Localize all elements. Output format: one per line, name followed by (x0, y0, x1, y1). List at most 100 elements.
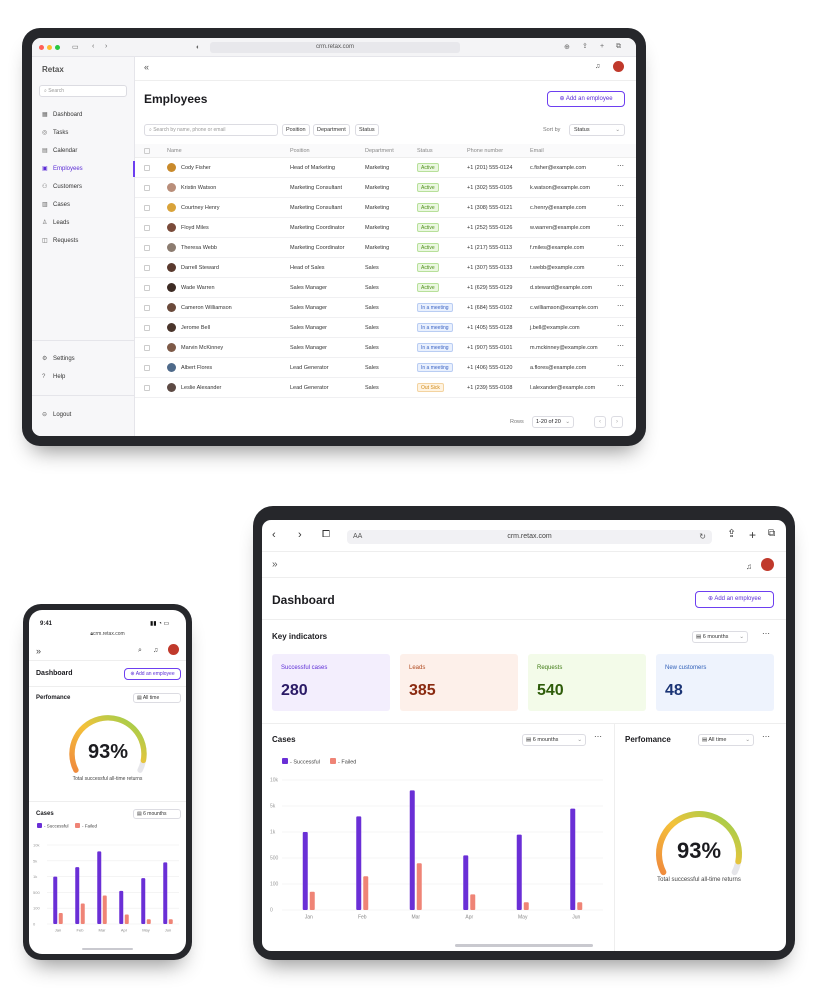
address-bar[interactable]: crm.retax.com (210, 42, 460, 53)
more-icon[interactable]: ⋯ (617, 163, 624, 170)
minimize-window-icon[interactable] (47, 45, 52, 50)
more-icon[interactable]: ⋯ (617, 303, 624, 310)
filter-status[interactable]: Status (355, 124, 379, 136)
column-header[interactable]: Email (530, 148, 544, 154)
cases-period-select[interactable]: ▤ 6 mounths ⌄ (522, 734, 586, 746)
search-icon[interactable]: ⌕ (138, 647, 142, 654)
table-row[interactable]: Theresa Webb Marketing Coordinator Marketi… (135, 238, 636, 258)
book-icon[interactable]: ⧠ (322, 529, 330, 540)
filter-department[interactable]: Department (313, 124, 350, 136)
nav-employees[interactable]: ▣ Employees (42, 163, 83, 175)
nav-cases[interactable]: ▥ Cases (42, 199, 70, 211)
nav-calendar[interactable]: ▤ Calendar (42, 145, 77, 157)
text-size-icon[interactable]: AA (353, 533, 363, 540)
column-header[interactable]: Phone number (467, 148, 504, 154)
share-icon[interactable]: ⇪ (582, 43, 588, 50)
row-checkbox[interactable] (144, 165, 150, 171)
table-row[interactable]: Darrell Steward Head of Sales Sales Active +… (135, 258, 636, 278)
table-row[interactable]: Kristin Watson Marketing Consultant Market… (135, 178, 636, 198)
sort-select[interactable]: Status ⌄ (569, 124, 625, 136)
more-icon[interactable]: ⋯ (617, 183, 624, 190)
row-checkbox[interactable] (144, 245, 150, 251)
share-icon[interactable]: ⇪ (727, 528, 737, 540)
table-row[interactable]: Cody Fisher Head of Marketing Marketing Act… (135, 158, 636, 178)
column-header[interactable]: Status (417, 148, 433, 154)
row-checkbox[interactable] (144, 305, 150, 311)
row-checkbox[interactable] (144, 185, 150, 191)
sidebar-search-input[interactable]: ⌕ Search (39, 85, 127, 97)
table-row[interactable]: Marvin McKinney Sales Manager Sales In a me… (135, 338, 636, 358)
nav-tasks[interactable]: ◎ Tasks (42, 127, 68, 139)
collapse-sidebar-icon[interactable]: « (144, 62, 150, 72)
back-icon[interactable]: ‹ (92, 43, 95, 50)
new-tab-icon[interactable]: + (600, 43, 605, 50)
row-checkbox[interactable] (144, 365, 150, 371)
sidebar-toggle-icon[interactable]: ▭ (72, 44, 79, 51)
table-row[interactable]: Cameron Williamson Sales Manager Sales In a… (135, 298, 636, 318)
row-checkbox[interactable] (144, 265, 150, 271)
new-tab-icon[interactable]: + (749, 528, 757, 542)
column-header[interactable]: Name (167, 148, 182, 154)
avatar[interactable] (761, 558, 774, 571)
row-checkbox[interactable] (144, 225, 150, 231)
performance-period-select[interactable]: ▤ All time ⌄ (698, 734, 754, 746)
nav-dashboard[interactable]: ▦ Dashboard (42, 109, 82, 121)
row-checkbox[interactable] (144, 345, 150, 351)
nav-settings[interactable]: ⚙ Settings (42, 353, 75, 365)
more-icon[interactable]: ⋯ (617, 363, 624, 370)
more-icon[interactable]: ⋯ (594, 732, 602, 741)
cases-period-select[interactable]: ▤ 6 mounths (133, 809, 181, 819)
add-employee-button[interactable]: ⊕ Add an employee (124, 668, 181, 680)
more-icon[interactable]: ⋯ (617, 383, 624, 390)
nav-leads[interactable]: ♙ Leads (42, 217, 69, 229)
address-bar[interactable]: 🔒︎crm.retax.com (29, 631, 186, 637)
rows-select[interactable]: 1-20 of 20 ⌄ (532, 416, 574, 428)
forward-icon[interactable]: › (298, 529, 302, 541)
maximize-window-icon[interactable] (55, 45, 60, 50)
close-window-icon[interactable] (39, 45, 44, 50)
more-icon[interactable]: ⋯ (762, 629, 770, 638)
nav-customers[interactable]: ⚇ Customers (42, 181, 82, 193)
table-row[interactable]: Leslie Alexander Lead Generator Sales Out S… (135, 378, 636, 398)
tabs-icon[interactable]: ⧉ (768, 528, 776, 539)
avatar[interactable] (613, 61, 624, 72)
row-checkbox[interactable] (144, 205, 150, 211)
select-all-checkbox[interactable] (144, 148, 150, 154)
add-employee-button[interactable]: ⊕ Add an employee (547, 91, 625, 107)
more-icon[interactable]: ⋯ (617, 283, 624, 290)
more-icon[interactable]: ⋯ (762, 732, 770, 741)
more-icon[interactable]: ⋯ (617, 243, 624, 250)
more-icon[interactable]: ⋯ (617, 323, 624, 330)
performance-period-select[interactable]: ▤ All time (133, 693, 181, 703)
add-employee-button[interactable]: ⊕ Add an employee (695, 591, 774, 608)
row-checkbox[interactable] (144, 385, 150, 391)
expand-sidebar-icon[interactable]: » (272, 559, 278, 570)
back-icon[interactable]: ‹ (272, 529, 276, 541)
table-row[interactable]: Jerome Bell Sales Manager Sales In a meetin… (135, 318, 636, 338)
next-page-button[interactable]: › (611, 416, 623, 428)
more-icon[interactable]: ⋯ (617, 223, 624, 230)
nav-help[interactable]: ? Help (42, 371, 65, 383)
table-row[interactable]: Floyd Miles Marketing Coordinator Marketin… (135, 218, 636, 238)
more-icon[interactable]: ⋯ (617, 343, 624, 350)
key-indicators-period-select[interactable]: ▤ 6 mounths ⌄ (692, 631, 748, 643)
row-checkbox[interactable] (144, 325, 150, 331)
prev-page-button[interactable]: ‹ (594, 416, 606, 428)
bell-icon[interactable]: ♫ (595, 63, 601, 70)
nav-requests[interactable]: ◫ Requests (42, 235, 78, 247)
reload-icon[interactable]: ↻ (699, 532, 706, 541)
tabs-icon[interactable]: ⧉ (616, 43, 621, 50)
table-row[interactable]: Courtney Henry Marketing Consultant Market… (135, 198, 636, 218)
bell-icon[interactable]: ♫ (153, 647, 159, 654)
more-icon[interactable]: ⋯ (617, 203, 624, 210)
employee-search-input[interactable]: ⌕ Search by name, phone or email (144, 124, 278, 136)
column-header[interactable]: Position (290, 148, 310, 154)
avatar[interactable] (168, 644, 179, 655)
download-icon[interactable]: ⊕ (564, 44, 570, 51)
table-row[interactable]: Wade Warren Sales Manager Sales Active +1 (6… (135, 278, 636, 298)
column-header[interactable]: Department (365, 148, 394, 154)
expand-sidebar-icon[interactable]: » (36, 646, 42, 656)
filter-position[interactable]: Position (282, 124, 310, 136)
table-row[interactable]: Albert Flores Lead Generator Sales In a mee… (135, 358, 636, 378)
row-checkbox[interactable] (144, 285, 150, 291)
